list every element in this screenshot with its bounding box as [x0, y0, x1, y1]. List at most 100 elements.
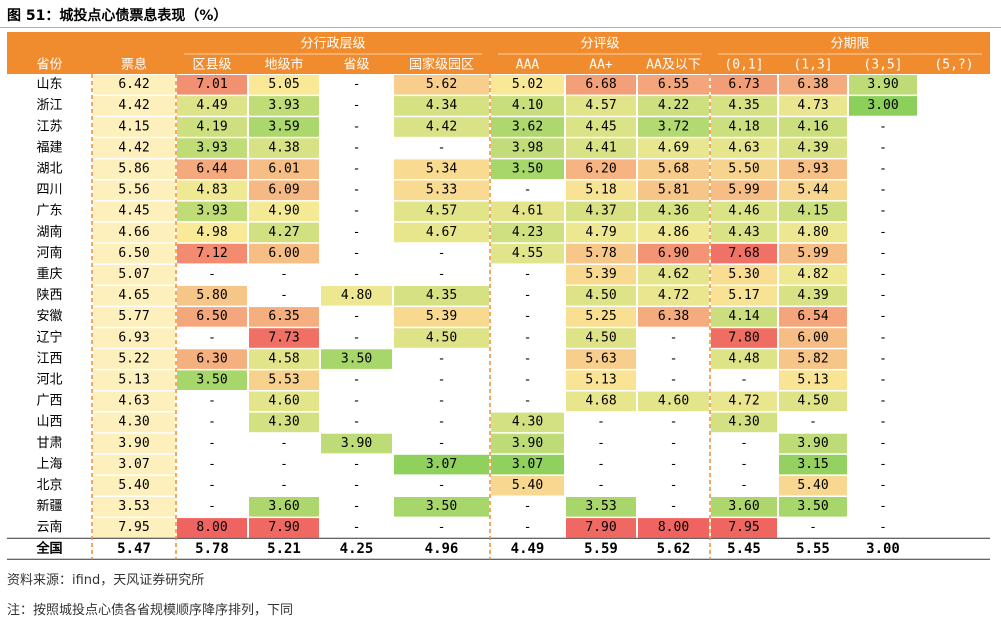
cell-value-1-9: 4.73 — [797, 98, 828, 113]
cell-value-2-4: 4.42 — [426, 119, 457, 134]
cell-bg-8-0 — [93, 243, 175, 264]
cell-value-8-4: - — [438, 246, 446, 261]
cell-value-14-9: 5.13 — [797, 372, 828, 387]
cell-value-8-0: 6.50 — [118, 246, 149, 261]
cell-bg-4-6 — [566, 159, 636, 179]
cell-bg-17-9 — [779, 433, 847, 454]
cell-value-10-9: 4.39 — [797, 288, 828, 303]
cell-bg-14-1 — [177, 370, 247, 390]
cell-bg-17-3 — [321, 433, 392, 454]
column-header-8: AA及以下 — [646, 58, 701, 73]
cell-bg-7-5 — [491, 222, 564, 243]
total-value-22-3: 4.25 — [340, 541, 374, 557]
cell-value-20-6: 3.53 — [585, 499, 616, 514]
cell-value-17-10: - — [879, 436, 887, 451]
cell-value-9-0: 5.07 — [118, 267, 149, 282]
cell-value-4-9: 5.93 — [797, 161, 828, 176]
cell-value-16-1: - — [208, 415, 216, 430]
cell-value-2-8: 4.18 — [728, 119, 759, 134]
cell-value-3-0: 4.42 — [118, 140, 149, 155]
cell-value-13-2: 4.58 — [268, 351, 299, 366]
cell-bg-16-8 — [711, 412, 777, 433]
cell-value-20-0: 3.53 — [118, 499, 149, 514]
cell-value-7-4: 4.67 — [426, 225, 457, 240]
total-value-22-6: 5.59 — [584, 541, 618, 557]
cell-bg-0-10 — [849, 75, 917, 95]
cell-bg-9-7 — [638, 264, 709, 285]
cell-bg-4-4 — [394, 159, 489, 179]
cell-bg-21-7 — [638, 518, 709, 538]
row-label-21: 云南 — [36, 519, 62, 535]
cell-value-17-8: - — [740, 436, 748, 451]
total-value-22-1: 5.78 — [195, 541, 229, 557]
cell-value-4-7: 5.68 — [658, 161, 689, 176]
cell-value-10-10: - — [879, 288, 887, 303]
cell-value-11-0: 5.77 — [118, 309, 149, 324]
cell-value-19-10: - — [879, 478, 887, 493]
cell-bg-1-9 — [779, 96, 847, 116]
row-label-2: 江苏 — [36, 118, 62, 134]
cell-bg-4-0 — [93, 159, 175, 179]
cell-bg-12-9 — [779, 328, 847, 348]
cell-value-16-5: 4.30 — [512, 415, 543, 430]
cell-value-5-0: 5.56 — [118, 183, 149, 198]
cell-value-4-6: 6.20 — [585, 161, 616, 176]
cell-value-6-4: 4.57 — [426, 204, 457, 219]
cell-value-9-9: 4.82 — [797, 267, 828, 282]
cell-value-13-3: 3.50 — [341, 351, 372, 366]
title-divider — [0, 27, 1001, 28]
cell-bg-5-1 — [177, 180, 247, 201]
cell-value-4-0: 5.86 — [118, 161, 149, 176]
cell-bg-6-4 — [394, 201, 489, 222]
cell-bg-13-3 — [321, 349, 392, 369]
cell-bg-2-9 — [779, 117, 847, 137]
cell-bg-14-2 — [249, 370, 319, 390]
cell-value-3-6: 4.41 — [585, 140, 616, 155]
cell-value-18-10: - — [879, 457, 887, 472]
cell-bg-0-4 — [394, 75, 489, 95]
cell-value-18-6: - — [597, 457, 605, 472]
cell-bg-1-6 — [566, 96, 636, 116]
cell-value-5-10: - — [879, 183, 887, 198]
cell-bg-14-0 — [93, 370, 175, 390]
cell-value-11-4: 5.39 — [426, 309, 457, 324]
cell-value-12-7: - — [670, 330, 678, 345]
cell-value-8-2: 6.00 — [268, 246, 299, 261]
cell-value-10-7: 4.72 — [658, 288, 689, 303]
row-label-20: 新疆 — [36, 498, 62, 514]
cell-bg-7-0 — [93, 222, 175, 243]
cell-bg-2-2 — [249, 117, 319, 137]
group-header-2: 分期限 — [830, 37, 869, 52]
cell-bg-10-0 — [93, 286, 175, 306]
cell-value-12-8: 7.80 — [728, 330, 759, 345]
cell-value-6-5: 4.61 — [512, 204, 543, 219]
row-label-5: 四川 — [36, 183, 62, 198]
cell-value-5-6: 5.18 — [585, 183, 616, 198]
cell-value-0-6: 6.68 — [585, 77, 616, 92]
cell-bg-18-5 — [491, 454, 564, 475]
column-header-9: (0,1] — [724, 58, 763, 73]
cell-bg-1-5 — [491, 96, 564, 116]
cell-bg-2-5 — [491, 117, 564, 137]
row-label-9: 重庆 — [36, 266, 62, 282]
total-value-22-7: 5.62 — [657, 541, 691, 557]
cell-bg-8-2 — [249, 243, 319, 264]
cell-value-12-5: - — [524, 330, 532, 345]
cell-bg-8-7 — [638, 243, 709, 264]
cell-value-7-1: 4.98 — [196, 225, 227, 240]
cell-value-19-9: 5.40 — [797, 478, 828, 493]
cell-bg-18-0 — [93, 454, 175, 475]
cell-value-16-6: - — [597, 415, 605, 430]
cell-value-19-5: 5.40 — [512, 478, 543, 493]
cell-bg-11-1 — [177, 307, 247, 327]
cell-bg-6-6 — [566, 201, 636, 222]
cell-bg-9-6 — [566, 264, 636, 285]
cell-bg-20-6 — [566, 497, 636, 517]
cell-value-18-4: 3.07 — [426, 457, 457, 472]
cell-bg-8-1 — [177, 243, 247, 264]
cell-value-21-7: 8.00 — [658, 520, 689, 535]
cell-bg-7-7 — [638, 222, 709, 243]
cell-bg-12-4 — [394, 328, 489, 348]
cell-value-8-9: 5.99 — [797, 246, 828, 261]
